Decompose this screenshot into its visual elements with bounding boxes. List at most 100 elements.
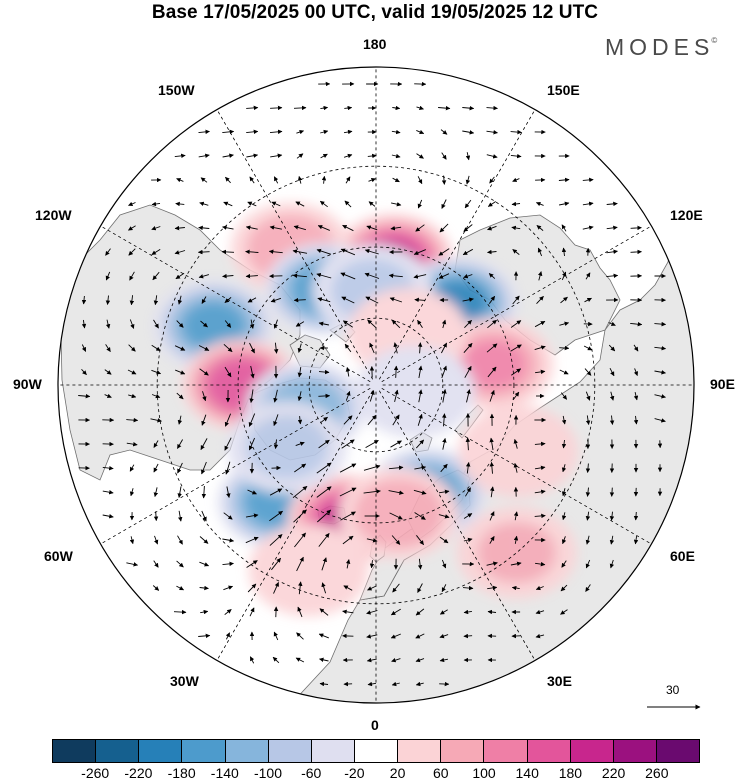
wind-arrow: [560, 296, 568, 304]
lon-label-120e: 120E: [670, 207, 703, 223]
colorbar-swatch: [182, 740, 226, 762]
wind-arrow: [368, 178, 376, 183]
wind-arrow: [126, 562, 139, 567]
wind-arrow: [392, 105, 401, 111]
wind-arrow: [535, 369, 546, 375]
wind-arrow: [295, 441, 305, 447]
wind-arrow: [199, 561, 210, 567]
wind-arrow: [585, 415, 591, 426]
wind-arrow: [534, 345, 546, 351]
wind-arrow: [200, 320, 208, 328]
wind-arrow: [585, 391, 591, 401]
wind-arrow: [585, 272, 591, 280]
colorbar-swatch: [484, 740, 528, 762]
wind-arrow: [344, 105, 353, 111]
wind-arrow: [416, 153, 424, 159]
wind-arrow: [246, 129, 259, 135]
wind-arrow: [487, 249, 497, 255]
wind-arrow: [414, 297, 426, 303]
wind-arrow: [486, 105, 498, 111]
wind-arrow: [609, 415, 615, 425]
wind-arrow: [513, 438, 518, 449]
anomaly-center: [456, 506, 577, 599]
wind-arrow: [177, 415, 183, 425]
wind-arrow: [464, 319, 472, 329]
wind-arrow: [561, 247, 567, 257]
wind-arrow: [177, 439, 183, 449]
wind-arrow: [296, 129, 305, 135]
wind-arrow: [247, 583, 257, 593]
wind-arrow: [319, 681, 329, 687]
wind-arrow: [366, 538, 378, 543]
wind-arrow: [463, 342, 473, 353]
wind-arrow: [418, 365, 423, 379]
wind-arrow: [606, 273, 619, 279]
wind-arrow: [438, 273, 450, 279]
wind-arrow: [104, 369, 112, 375]
wind-arrow: [175, 201, 185, 207]
height-anomaly-field: [153, 202, 579, 617]
wind-arrow: [343, 415, 353, 425]
wind-arrow: [512, 177, 520, 182]
wind-arrow: [269, 534, 283, 546]
colorbar-tick-label: -20: [344, 765, 365, 781]
wind-arrow: [561, 560, 567, 568]
wind-arrow: [391, 129, 401, 135]
wind-arrow: [415, 608, 425, 616]
wind-arrow: [102, 514, 114, 519]
wind-arrow: [273, 631, 279, 641]
wind-arrow: [390, 225, 402, 231]
wind-arrow: [560, 392, 568, 400]
wind-arrow: [245, 536, 259, 544]
wind-arrow: [489, 486, 495, 498]
wind-arrow: [223, 343, 233, 353]
wind-arrow: [609, 367, 615, 377]
wind-arrow: [630, 249, 642, 255]
wind-arrow: [394, 389, 399, 403]
meridian-line: [100, 387, 371, 545]
meridian-line: [381, 225, 652, 383]
wind-arrow: [582, 201, 594, 207]
colorbar-tick-label: -180: [167, 765, 196, 781]
wind-arrow: [173, 609, 187, 615]
map-outline: [57, 66, 695, 704]
wind-arrow: [292, 485, 308, 499]
meridian-line: [378, 390, 536, 661]
wind-arrow: [297, 367, 303, 378]
wind-arrow: [222, 225, 234, 230]
colorbar-swatch: [53, 740, 97, 762]
wind-arrow: [102, 489, 114, 495]
wind-arrow: [489, 437, 494, 450]
wind-arrow: [126, 441, 138, 447]
wind-arrow: [413, 489, 427, 495]
colorbar-tick-label: -220: [124, 765, 153, 781]
wind-arrow: [199, 368, 209, 376]
wind-arrow: [465, 487, 471, 497]
wind-arrow: [392, 177, 400, 183]
wind-arrow: [489, 176, 495, 184]
wind-arrow: [488, 273, 496, 279]
wind-arrow: [511, 368, 522, 376]
wind-arrow: [247, 201, 257, 207]
wind-arrow: [320, 153, 328, 159]
wind-arrow: [345, 390, 351, 401]
wind-arrow: [340, 248, 356, 256]
wind-arrow: [535, 561, 546, 567]
wind-arrow: [319, 200, 328, 208]
wind-arrow: [129, 271, 135, 281]
wind-arrow: [366, 610, 378, 615]
wind-arrow: [462, 585, 474, 591]
wind-arrow: [417, 583, 423, 593]
wind-arrow: [367, 153, 377, 159]
wind-arrow: [151, 201, 161, 207]
wind-arrow: [415, 657, 425, 663]
anomaly-contour: [458, 405, 579, 498]
wind-arrow: [128, 393, 137, 399]
wind-arrow: [151, 344, 161, 352]
wind-arrow: [273, 342, 279, 354]
colorbar-tick-label: 220: [601, 765, 626, 781]
wind-arrow: [608, 321, 616, 326]
wind-arrow: [367, 585, 377, 591]
wind-arrow: [342, 320, 353, 328]
wind-arrow: [270, 105, 283, 111]
